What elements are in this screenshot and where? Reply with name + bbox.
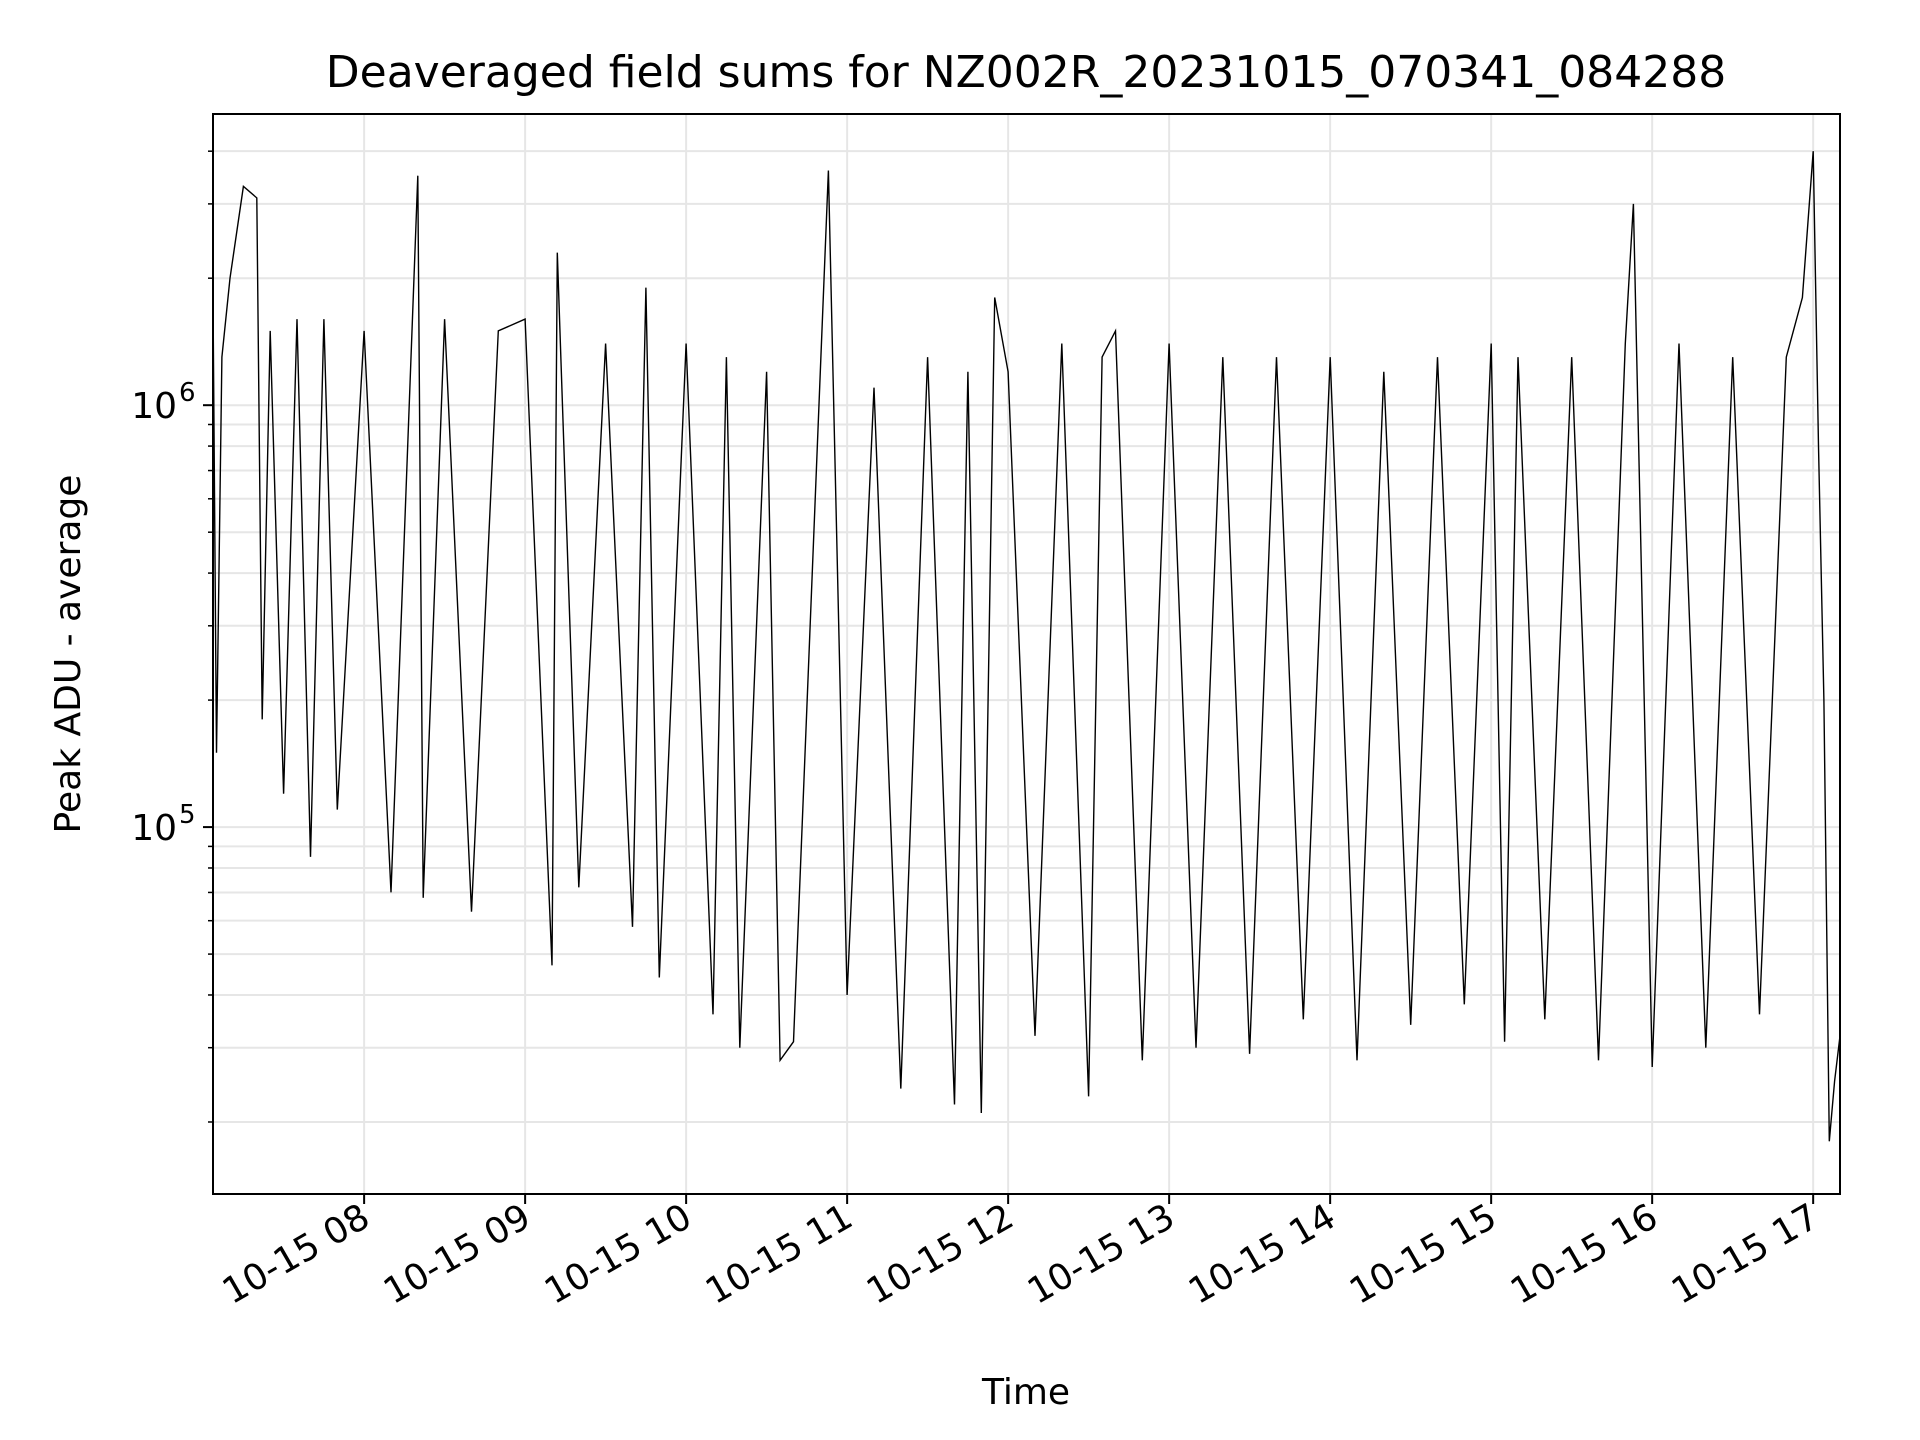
- chart-title: Deaveraged field sums for NZ002R_2023101…: [326, 47, 1726, 98]
- y-tick-label-exponent: 6: [179, 378, 196, 408]
- y-tick-label-exponent: 5: [179, 800, 196, 830]
- data-series: [212, 151, 1841, 1142]
- plot-frame: [212, 113, 1841, 1195]
- x-axis-label: Time: [981, 1372, 1070, 1413]
- series-line: [212, 151, 1841, 1142]
- y-tick-label: 10: [131, 386, 177, 427]
- y-axis-label: Peak ADU - average: [48, 475, 89, 834]
- y-tick-label: 10: [131, 808, 177, 849]
